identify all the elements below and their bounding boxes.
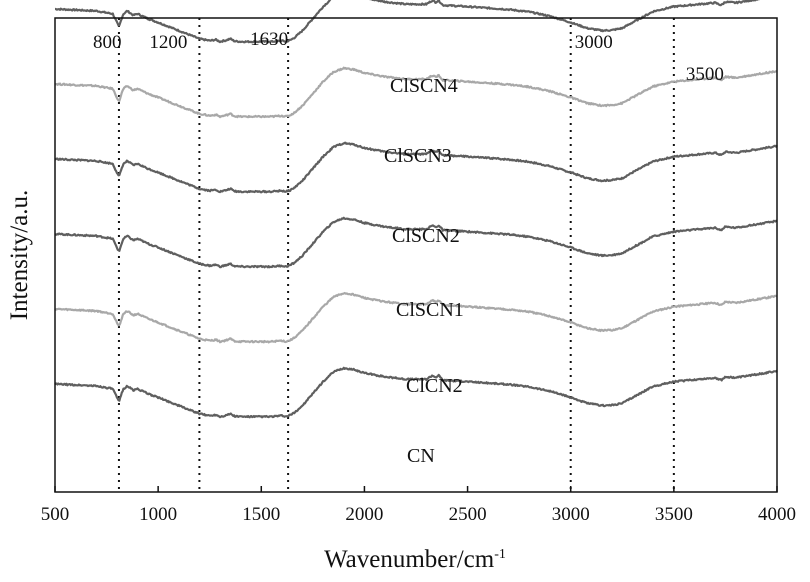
series-line-clcn2	[54, 291, 778, 344]
x-tick-label-500: 500	[41, 504, 70, 525]
x-tick-label-3500: 3500	[655, 504, 693, 525]
series-label-cn: CN	[407, 445, 435, 467]
reference-line-label-800: 800	[93, 32, 122, 53]
x-tick-label-4000: 4000	[758, 504, 796, 525]
x-tick-labels: 500 1000 1500 2000 2500 3000 3500 4000	[41, 504, 796, 525]
series-line-clscn1	[54, 216, 778, 269]
reference-line-labels: 800 1200 1630 3000 3500	[93, 29, 724, 85]
series-label-clcn2: ClCN2	[406, 375, 463, 397]
x-tick-label-2500: 2500	[449, 504, 487, 525]
x-axis-title: Wavenumber/cm-1	[324, 546, 506, 573]
series-line-clscn4	[54, 0, 760, 44]
series-line-clscn3	[54, 66, 778, 119]
series-label-clscn1: ClSCN1	[396, 299, 464, 321]
x-axis-title-text: Wavenumber/cm	[324, 546, 495, 573]
reference-line-label-3000: 3000	[575, 32, 613, 53]
x-axis-title-superscript: -1	[494, 547, 506, 562]
spectra-curves	[54, 0, 778, 419]
series-label-clscn4: ClSCN4	[390, 75, 458, 97]
series-label-clscn2: ClSCN2	[392, 225, 460, 247]
series-line-clscn2	[54, 141, 778, 194]
y-axis-title: Intensity/a.u.	[6, 190, 33, 321]
reference-line-label-3500: 3500	[686, 64, 724, 85]
x-tick-label-1000: 1000	[139, 504, 177, 525]
series-labels: ClSCN4 ClSCN3 ClSCN2 ClSCN1 ClCN2 CN	[384, 75, 464, 467]
x-tick-label-1500: 1500	[242, 504, 280, 525]
x-tick-label-3000: 3000	[552, 504, 590, 525]
plot-frame	[54, 17, 778, 493]
series-line-cn	[54, 366, 778, 419]
reference-line-label-1200: 1200	[149, 32, 187, 53]
x-ticks	[54, 486, 778, 492]
x-tick-label-2000: 2000	[345, 504, 383, 525]
reference-line-label-1630: 1630	[250, 29, 288, 50]
series-label-clscn3: ClSCN3	[384, 145, 452, 167]
